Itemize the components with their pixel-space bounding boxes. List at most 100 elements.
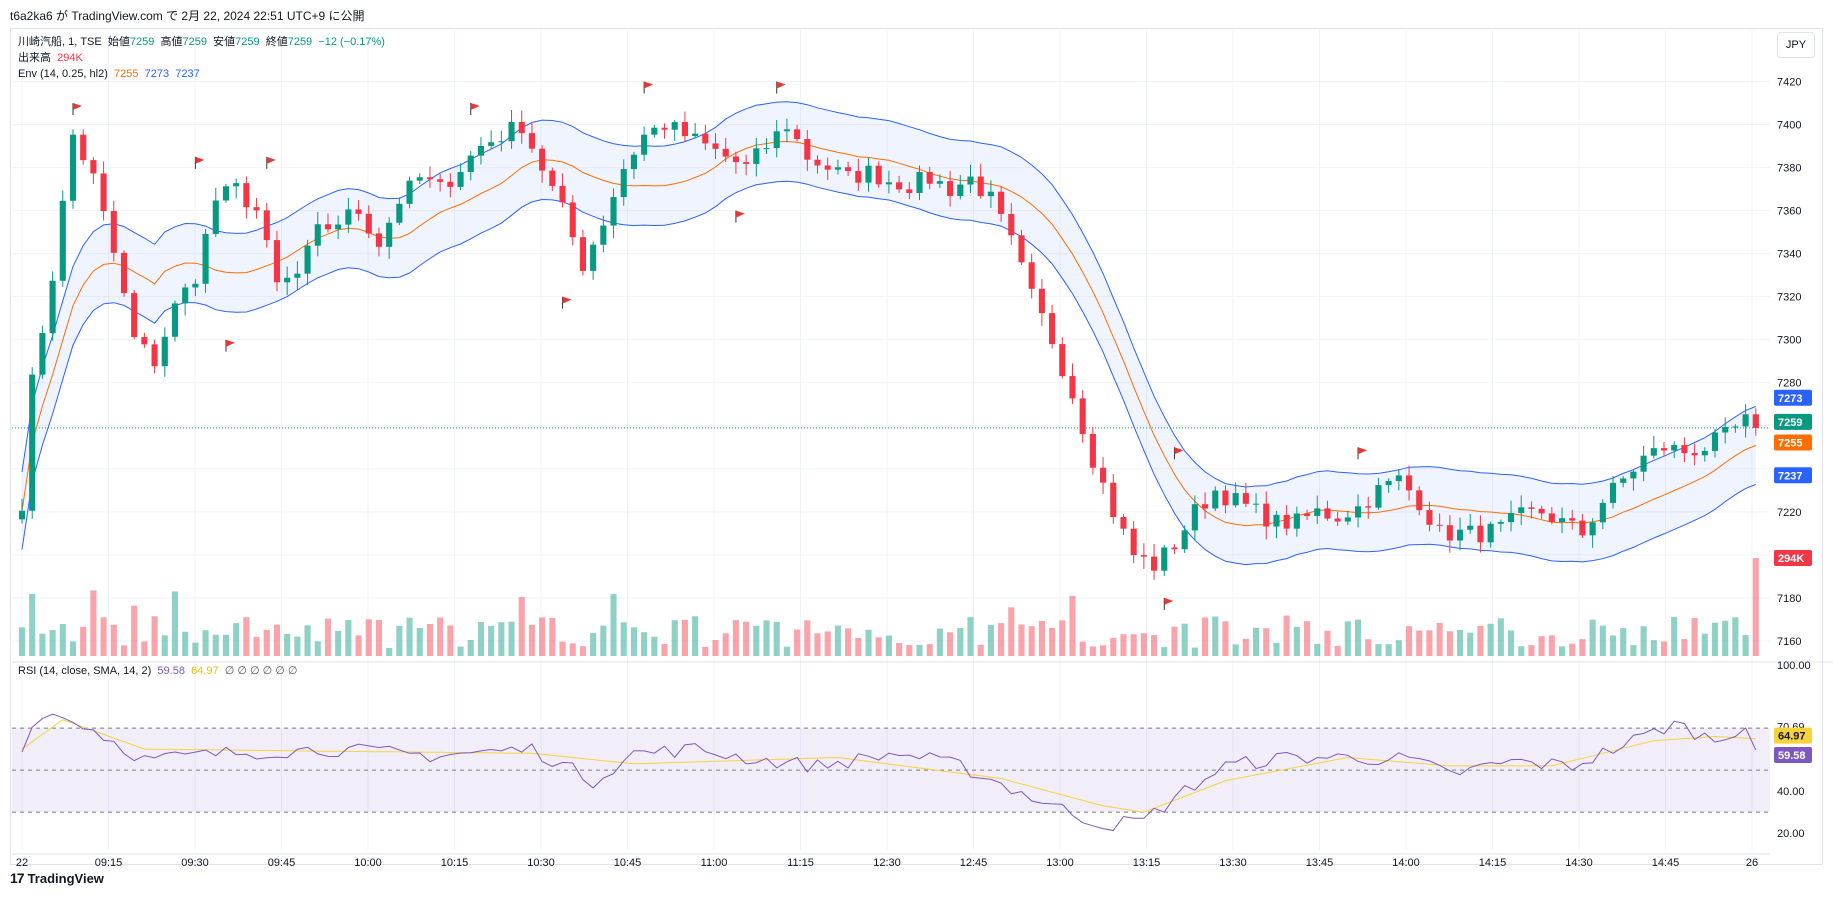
volume-bar — [1691, 617, 1698, 656]
candle-body — [539, 148, 546, 171]
candle-body — [202, 233, 209, 284]
volume-bar — [824, 631, 831, 656]
volume-bar — [222, 634, 230, 656]
candle-body — [1252, 503, 1260, 505]
candle-body — [630, 154, 637, 170]
time-tick-label: 26 — [1746, 857, 1758, 869]
open-value: 7259 — [129, 36, 155, 48]
volume-bar — [1558, 646, 1566, 656]
time-tick-label: 12:30 — [873, 857, 901, 869]
candle-body — [1365, 506, 1372, 508]
envelope-band — [21, 101, 1756, 566]
volume-bar — [845, 628, 852, 656]
candle-body — [1477, 525, 1484, 543]
candle-body — [722, 148, 729, 157]
volume-bar — [488, 625, 495, 656]
candle-body — [1497, 522, 1504, 524]
candle-body — [1028, 262, 1035, 289]
price-tag — [1774, 389, 1812, 406]
volume-bar — [345, 620, 352, 656]
candle-body — [1181, 530, 1188, 550]
candle-body — [243, 183, 250, 208]
candle-body — [732, 156, 739, 163]
volume-bar — [1487, 623, 1494, 656]
volume-bar — [1069, 595, 1076, 656]
candle-body — [253, 207, 260, 211]
symbol-title[interactable]: 川崎汽船, 1, TSE — [18, 36, 102, 48]
chart-frame[interactable] — [10, 28, 1823, 865]
volume-bar — [1314, 643, 1321, 656]
volume-bar — [1650, 640, 1657, 656]
volume-bar — [1334, 645, 1341, 656]
volume-bar — [396, 625, 403, 656]
rsi-tick-label: 20.00 — [1777, 828, 1805, 840]
volume-bar — [1507, 630, 1515, 656]
volume-bar — [498, 622, 505, 656]
flag-icon — [776, 81, 786, 89]
candle-body — [794, 129, 801, 140]
candle-body — [467, 155, 474, 172]
price-tag — [1774, 550, 1812, 566]
volume-bar — [1252, 627, 1260, 656]
price-tick-label: 7380 — [1777, 163, 1801, 175]
volume-bar — [1671, 616, 1678, 656]
candle-body — [1344, 517, 1351, 522]
candle-body — [39, 333, 46, 375]
candle-body — [161, 336, 168, 367]
time-tick-label: 14:30 — [1565, 857, 1593, 869]
candle-body — [324, 224, 332, 230]
volume-bar — [579, 646, 586, 656]
candle-body — [1558, 518, 1566, 523]
candle-body — [1038, 288, 1045, 314]
candle-body — [335, 224, 342, 230]
candles — [18, 109, 1759, 580]
env-label[interactable]: Env (14, 0.25, hl2) — [18, 68, 108, 80]
candle-body — [1130, 528, 1137, 556]
time-tick-label: 09:45 — [268, 857, 296, 869]
flag-icon — [195, 156, 205, 164]
candle-body — [100, 173, 107, 212]
rsi-ma-value: 64.97 — [191, 665, 219, 677]
volume-bar — [1416, 630, 1423, 656]
currency-button[interactable]: JPY — [1777, 32, 1815, 58]
candle-body — [1630, 471, 1637, 479]
time-tick-label: 09:15 — [95, 857, 123, 869]
rsi-label[interactable]: RSI (14, close, SMA, 14, 2) — [18, 665, 152, 677]
candle-body — [1732, 426, 1739, 428]
volume-bar — [1477, 625, 1484, 656]
candle-body — [131, 293, 138, 338]
candle-body — [845, 167, 852, 172]
flag-icon — [225, 339, 235, 347]
volume-bar — [834, 625, 841, 656]
volume-value: 294K — [57, 52, 83, 64]
volume-bar — [467, 639, 474, 656]
volume-bar — [671, 620, 678, 656]
volume-bar — [457, 646, 464, 656]
volume-bar — [1752, 558, 1759, 656]
volume-bar — [692, 616, 699, 656]
env-row: Env (14, 0.25, hl2) 7255 7273 7237 — [18, 66, 385, 82]
candle-body — [957, 184, 964, 196]
candle-body — [80, 134, 87, 161]
time-tick-label: 13:15 — [1133, 857, 1161, 869]
volume-bar — [171, 591, 179, 656]
price-tick-label: 7160 — [1777, 636, 1801, 648]
tradingview-logo-icon: 17 — [10, 870, 25, 886]
envelope-lower-line — [21, 180, 1756, 566]
volume-label[interactable]: 出来高 — [18, 52, 51, 64]
volume-bar — [253, 636, 260, 656]
candle-body — [834, 167, 841, 170]
volume-bar — [386, 647, 393, 656]
env-upper-value: 7273 — [144, 68, 170, 80]
volume-bar — [18, 627, 26, 656]
candle-body — [579, 237, 586, 271]
candle-body — [885, 182, 892, 185]
candle-body — [1100, 467, 1107, 483]
volume-bar — [39, 633, 46, 656]
volume-bar — [1446, 631, 1453, 656]
volume-bar — [90, 590, 97, 656]
flag-icon — [470, 103, 480, 111]
volume-bar — [1100, 645, 1107, 656]
volume-bar — [875, 637, 882, 656]
